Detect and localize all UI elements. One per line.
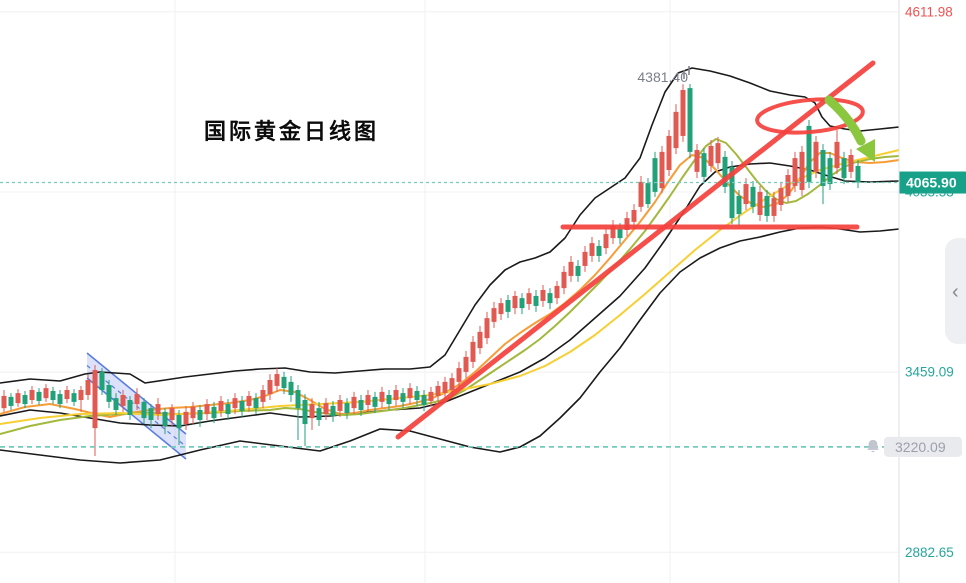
svg-text:3220.09: 3220.09: [895, 439, 946, 455]
side-panel-toggle[interactable]: ‹: [945, 238, 966, 344]
axis-price-label: 2882.65: [905, 545, 954, 560]
bb-lower-line: [0, 226, 900, 464]
red-circle-annotation[interactable]: [755, 95, 865, 136]
down-arrow-annotation[interactable]: [824, 95, 875, 162]
bb-upper-line: [0, 67, 900, 384]
ascending-trendline[interactable]: [395, 60, 876, 440]
svg-text:4065.90: 4065.90: [906, 175, 957, 191]
chevron-left-icon: ‹: [952, 281, 959, 303]
bell-icon: [867, 439, 879, 453]
candles-layer: [1, 83, 861, 456]
axis-price-label: 4611.98: [905, 4, 953, 19]
price-alert-badge[interactable]: 3220.09: [867, 436, 962, 457]
chart-title: 国际黄金日线图: [204, 119, 380, 144]
current-price-badge: 4065.90: [899, 171, 966, 194]
peak-price-label: 4381.40: [637, 69, 688, 85]
axis-price-label: 3459.09: [905, 365, 954, 380]
